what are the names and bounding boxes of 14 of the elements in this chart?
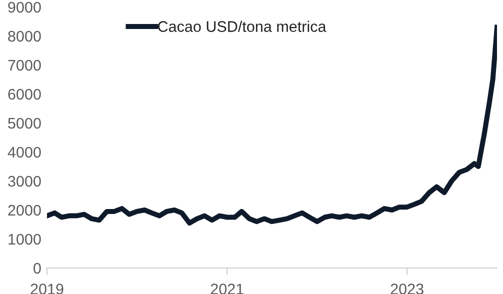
y-tick-label: 7000 xyxy=(8,60,41,71)
x-tick-label: 2021 xyxy=(210,284,244,294)
x-tick-label: 2019 xyxy=(30,284,64,294)
x-tick-label: 2023 xyxy=(390,284,424,294)
y-tick-label: 9000 xyxy=(8,2,41,13)
y-tick-label: 3000 xyxy=(8,176,41,187)
y-tick-label: 5000 xyxy=(8,118,41,129)
y-tick-label: 6000 xyxy=(8,88,41,100)
y-tick-label: 4000 xyxy=(8,146,41,158)
legend-label: Cacao USD/tona metrica xyxy=(158,20,326,32)
y-tick-label: 0 xyxy=(34,262,41,274)
y-tick-label: 1000 xyxy=(8,234,41,245)
y-tick-label: 8000 xyxy=(8,30,41,42)
y-tick-label: 2000 xyxy=(8,204,41,216)
